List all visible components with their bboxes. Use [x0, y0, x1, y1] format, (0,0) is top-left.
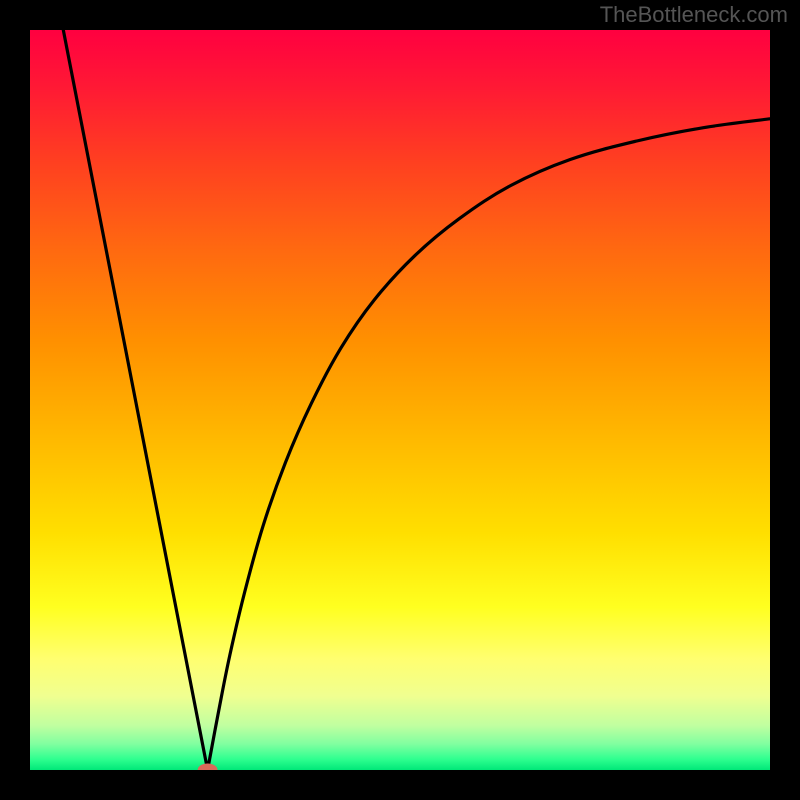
- bottleneck-chart-svg: TheBottleneck.com: [0, 0, 800, 800]
- chart-wrapper: TheBottleneck.com: [0, 0, 800, 800]
- attribution-label: TheBottleneck.com: [600, 2, 788, 27]
- chart-plot-background: [30, 30, 770, 770]
